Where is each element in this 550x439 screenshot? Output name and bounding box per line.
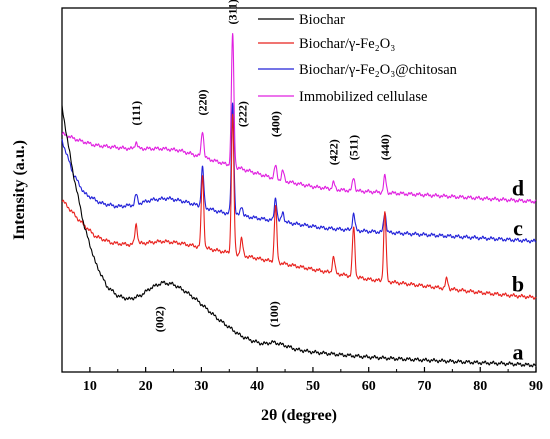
series-line-immobilized-cellulase xyxy=(61,33,537,204)
x-tick-label-40: 40 xyxy=(250,379,264,394)
legend-label-immobilized-cellulase: Immobilized cellulase xyxy=(299,89,427,105)
curve-letter-c: c xyxy=(513,215,523,240)
curve-letter-a: a xyxy=(513,339,524,364)
plot-frame xyxy=(61,7,537,373)
peak-label-400: (400) xyxy=(269,111,283,137)
peak-label-311: (311) xyxy=(226,0,240,25)
series-line-biochar xyxy=(61,105,537,368)
peak-label-511: (511) xyxy=(347,135,361,160)
peak-label-222: (222) xyxy=(236,101,250,127)
peak-label-220: (220) xyxy=(196,90,210,116)
legend-label-biochar-fe2o3: Biochar/γ-Fe₂O₃ xyxy=(299,36,395,52)
legend-label-biochar: Biochar xyxy=(299,12,345,28)
x-tick-label-50: 50 xyxy=(306,379,320,394)
curve-letters: dc b a xyxy=(512,176,524,365)
x-tick-label-10: 10 xyxy=(83,379,97,394)
x-tick-label-70: 70 xyxy=(417,379,431,394)
peak-label-100: (100) xyxy=(267,301,281,327)
series-layer xyxy=(61,33,537,368)
y-axis-title: Intensity (a.u.) xyxy=(11,140,28,240)
x-tick-label-30: 30 xyxy=(194,379,208,394)
peak-label-111: (111) xyxy=(129,101,143,126)
peak-label-422: (422) xyxy=(327,139,341,165)
x-axis-title: 2θ (degree) xyxy=(261,407,337,424)
legend: Biochar Biochar/γ-Fe₂O₃ Biochar/γ-Fe₂O₃@… xyxy=(258,12,458,105)
peak-label-440: (440) xyxy=(378,134,392,160)
x-tick-label-80: 80 xyxy=(473,379,487,394)
peak-annotations: (111) (220) (311) (222) (400) (422) (511) (440)… xyxy=(129,0,392,332)
x-tick-label-20: 20 xyxy=(139,379,153,394)
series-line-biochar-fe2o3 xyxy=(61,113,537,300)
series-line-biochar-fe2o3-chitosan xyxy=(61,102,537,244)
legend-label-biochar-fe2o3-chitosan: Biochar/γ-Fe₂O₃@chitosan xyxy=(299,62,458,78)
curve-letter-b: b xyxy=(512,272,524,297)
curve-letter-d: d xyxy=(512,176,524,201)
x-axis-ticks: 10 20 30 40 50 60 70 80 90 xyxy=(83,367,543,394)
x-tick-label-60: 60 xyxy=(362,379,376,394)
x-tick-label-90: 90 xyxy=(529,379,543,394)
peak-label-002: (002) xyxy=(153,306,167,332)
